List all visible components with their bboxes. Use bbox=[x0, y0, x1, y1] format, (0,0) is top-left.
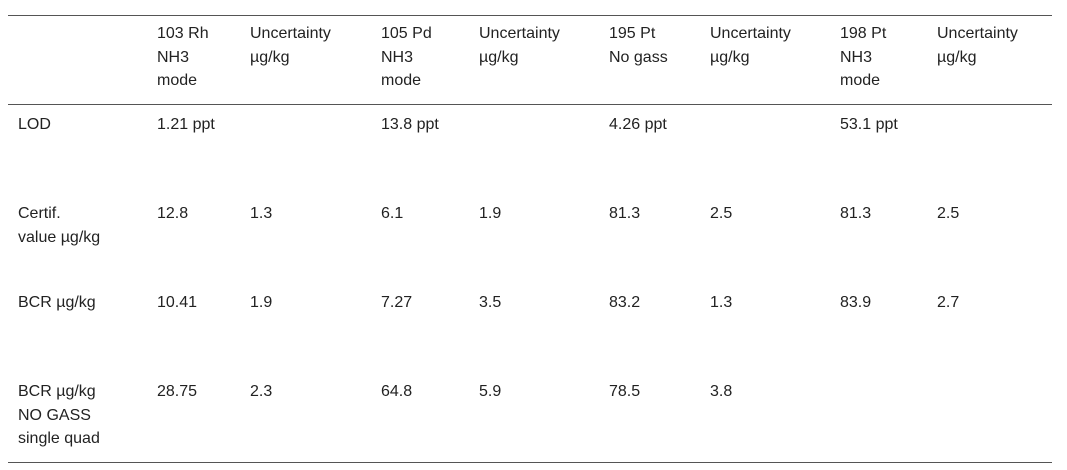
row-label-line: BCR µg/kg bbox=[18, 383, 96, 400]
data-cell: 53.1 ppt bbox=[840, 116, 898, 133]
data-cell: 4.26 ppt bbox=[609, 116, 667, 133]
header-cell-line: 198 Pt bbox=[840, 25, 887, 42]
data-cell: 3.5 bbox=[479, 294, 502, 311]
data-cell: 2.5 bbox=[710, 205, 733, 222]
header-cell: 195 Pt No gass bbox=[609, 22, 668, 69]
header-cell-line: µg/kg bbox=[937, 48, 977, 66]
data-cell: 2.7 bbox=[937, 294, 960, 311]
header-cell: 103 Rh NH3 mode bbox=[157, 22, 209, 93]
data-cell: 83.9 bbox=[840, 294, 872, 311]
header-cell-line: µg/kg bbox=[250, 48, 290, 66]
data-cell: 10.41 bbox=[157, 294, 198, 311]
row-label: BCR µg/kg NO GASS single quad bbox=[18, 380, 100, 451]
header-cell: Uncertainty µg/kg bbox=[937, 22, 1018, 69]
header-cell: 198 Pt NH3 mode bbox=[840, 22, 886, 93]
header-cell: Uncertainty µg/kg bbox=[710, 22, 791, 69]
data-cell: 5.9 bbox=[479, 383, 502, 400]
data-cell: 1.9 bbox=[479, 205, 502, 222]
data-cell: 1.9 bbox=[250, 294, 273, 311]
header-cell-line: Uncertainty bbox=[710, 25, 791, 42]
data-cell: 1.3 bbox=[710, 294, 733, 311]
row-label: Certif. value µg/kg bbox=[18, 202, 100, 249]
data-cell: 3.8 bbox=[710, 383, 733, 400]
header-cell-line: Uncertainty bbox=[250, 25, 331, 42]
data-cell: 78.5 bbox=[609, 383, 641, 400]
data-cell: 7.27 bbox=[381, 294, 413, 311]
header-cell-line: NH3 bbox=[157, 48, 190, 66]
data-cell: 2.3 bbox=[250, 383, 273, 400]
header-cell: 105 Pd NH3 mode bbox=[381, 22, 432, 93]
header-cell-line: NH3 bbox=[840, 48, 873, 66]
header-cell-line: mode bbox=[157, 72, 198, 89]
row-label-line: LOD bbox=[18, 116, 51, 133]
data-cell: 83.2 bbox=[609, 294, 641, 311]
header-cell-line: Uncertainty bbox=[937, 25, 1018, 42]
top-rule bbox=[8, 15, 1052, 16]
header-cell-line: 105 Pd bbox=[381, 25, 432, 42]
header-cell-line: mode bbox=[840, 72, 881, 89]
data-cell: 81.3 bbox=[609, 205, 641, 222]
row-label: LOD bbox=[18, 113, 51, 137]
header-cell-line: Uncertainty bbox=[479, 25, 560, 42]
header-cell-line: µg/kg bbox=[479, 48, 519, 66]
header-cell-line: 103 Rh bbox=[157, 25, 209, 42]
row-label-line: NO GASS bbox=[18, 406, 91, 424]
row-label-line: value µg/kg bbox=[18, 228, 101, 246]
data-cell: 13.8 ppt bbox=[381, 116, 439, 133]
data-cell: 28.75 bbox=[157, 383, 198, 400]
header-rule bbox=[8, 104, 1052, 105]
header-cell: Uncertainty µg/kg bbox=[479, 22, 560, 69]
data-cell: 12.8 bbox=[157, 205, 189, 222]
header-cell-line: No gass bbox=[609, 48, 668, 66]
row-label: BCR µg/kg bbox=[18, 291, 96, 315]
data-cell: 81.3 bbox=[840, 205, 872, 222]
row-label-line: single quad bbox=[18, 430, 100, 447]
row-label-line: Certif. bbox=[18, 205, 61, 222]
header-cell: Uncertainty µg/kg bbox=[250, 22, 331, 69]
row-label-line: BCR µg/kg bbox=[18, 294, 96, 311]
data-cell: 2.5 bbox=[937, 205, 960, 222]
bottom-rule bbox=[8, 462, 1052, 463]
data-cell: 6.1 bbox=[381, 205, 404, 222]
header-cell-line: NH3 bbox=[381, 48, 414, 66]
data-cell: 1.21 ppt bbox=[157, 116, 215, 133]
header-cell-line: 195 Pt bbox=[609, 25, 656, 42]
data-cell: 64.8 bbox=[381, 383, 413, 400]
data-cell: 1.3 bbox=[250, 205, 273, 222]
header-cell-line: µg/kg bbox=[710, 48, 750, 66]
header-cell-line: mode bbox=[381, 72, 422, 89]
